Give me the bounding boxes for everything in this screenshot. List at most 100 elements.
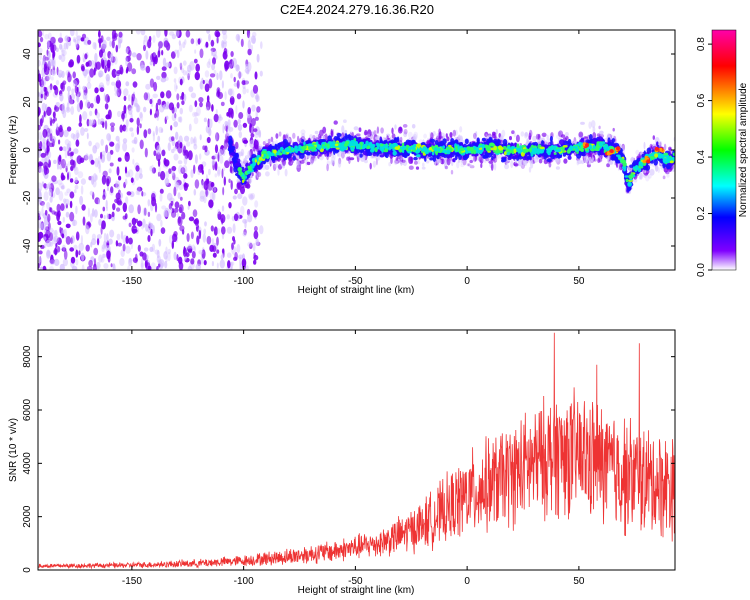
noise-cell: [75, 249, 79, 258]
core-cell: [447, 155, 450, 159]
noise-cell: [42, 141, 46, 149]
noise-cell: [64, 139, 70, 146]
noise-cell: [221, 41, 227, 49]
noise-cell: [39, 201, 45, 206]
band-cell: [369, 162, 372, 170]
noise-cell: [46, 49, 49, 56]
noise-cell: [217, 169, 221, 177]
noise-cell: [228, 126, 234, 132]
core-cell: [464, 138, 469, 145]
noise-cell: [230, 51, 234, 57]
noise-cell: [142, 207, 148, 217]
noise-cell: [173, 146, 178, 151]
noise-cell: [46, 145, 50, 154]
noise-cell: [221, 168, 224, 179]
band-cell: [647, 173, 652, 179]
noise-cell: [131, 147, 135, 153]
noise-cell: [206, 61, 211, 69]
noise-cell: [159, 193, 163, 202]
band-cell: [408, 165, 414, 170]
band-cell: [444, 165, 449, 170]
noise-cell: [188, 248, 193, 254]
noise-cell: [256, 106, 261, 113]
noise-cell: [116, 87, 122, 98]
noise-cell: [164, 207, 170, 218]
noise-cell: [161, 49, 164, 56]
band-cell: [538, 158, 543, 164]
peak-cell: [521, 144, 527, 148]
noise-cell: [210, 225, 214, 232]
noise-cell: [145, 83, 151, 90]
noise-cell: [231, 242, 234, 250]
band-cell: [578, 131, 584, 138]
noise-cell: [49, 207, 53, 213]
noise-cell: [250, 44, 254, 52]
noise-cell: [49, 266, 54, 270]
noise-cell: [115, 44, 119, 53]
noise-cell: [193, 143, 198, 150]
core-cell: [336, 132, 342, 137]
noise-cell: [232, 236, 235, 242]
band-cell: [322, 135, 326, 140]
noise-cell: [38, 148, 41, 158]
noise-cell: [212, 252, 217, 258]
band-cell: [390, 157, 393, 164]
peak-cell: [580, 148, 585, 152]
noise-cell: [115, 180, 118, 188]
noise-cell: [184, 39, 187, 45]
noise-cell: [176, 212, 179, 218]
noise-cell: [38, 124, 41, 131]
noise-cell: [170, 125, 173, 131]
noise-cell: [174, 201, 180, 209]
noise-cell: [256, 95, 261, 102]
noise-cell: [179, 78, 183, 86]
noise-cell: [198, 250, 204, 255]
noise-cell: [99, 87, 105, 93]
noise-cell: [249, 139, 255, 149]
noise-cell: [61, 247, 66, 252]
noise-cell: [228, 107, 234, 115]
noise-cell: [177, 216, 181, 224]
noise-cell: [198, 229, 202, 240]
noise-cell: [93, 209, 98, 218]
noise-cell: [229, 96, 235, 105]
band-cell: [564, 132, 569, 137]
noise-cell: [191, 250, 196, 259]
noise-cell: [161, 66, 167, 71]
noise-cell: [216, 36, 219, 44]
noise-cell: [157, 40, 164, 49]
band-cell: [402, 124, 408, 128]
noise-cell: [67, 71, 71, 78]
noise-cell: [42, 30, 45, 37]
noise-cell: [76, 93, 80, 103]
noise-cell: [40, 152, 47, 158]
noise-cell: [109, 229, 115, 238]
noise-cell: [103, 240, 107, 248]
noise-cell: [97, 160, 101, 169]
noise-cell: [40, 93, 43, 99]
noise-cell: [160, 219, 163, 227]
noise-cell: [81, 65, 85, 72]
band-cell: [580, 121, 585, 125]
noise-cell: [151, 167, 157, 174]
band-cell: [446, 136, 450, 142]
band-cell: [492, 131, 496, 136]
noise-cell: [75, 205, 78, 215]
noise-cell: [66, 143, 71, 150]
noise-cell: [119, 258, 125, 266]
noise-cell: [155, 30, 161, 38]
noise-cell: [257, 130, 261, 138]
noise-cell: [54, 104, 57, 111]
noise-cell: [43, 236, 47, 241]
noise-cell: [254, 200, 259, 208]
noise-cell: [161, 205, 167, 210]
noise-cell: [51, 138, 55, 148]
band-cell: [644, 172, 649, 176]
core-cell: [383, 140, 387, 144]
band-cell: [597, 157, 601, 163]
noise-cell: [69, 200, 73, 209]
noise-cell: [62, 47, 65, 57]
noise-cell: [64, 191, 69, 196]
noise-cell: [38, 191, 43, 199]
noise-cell: [51, 175, 57, 182]
